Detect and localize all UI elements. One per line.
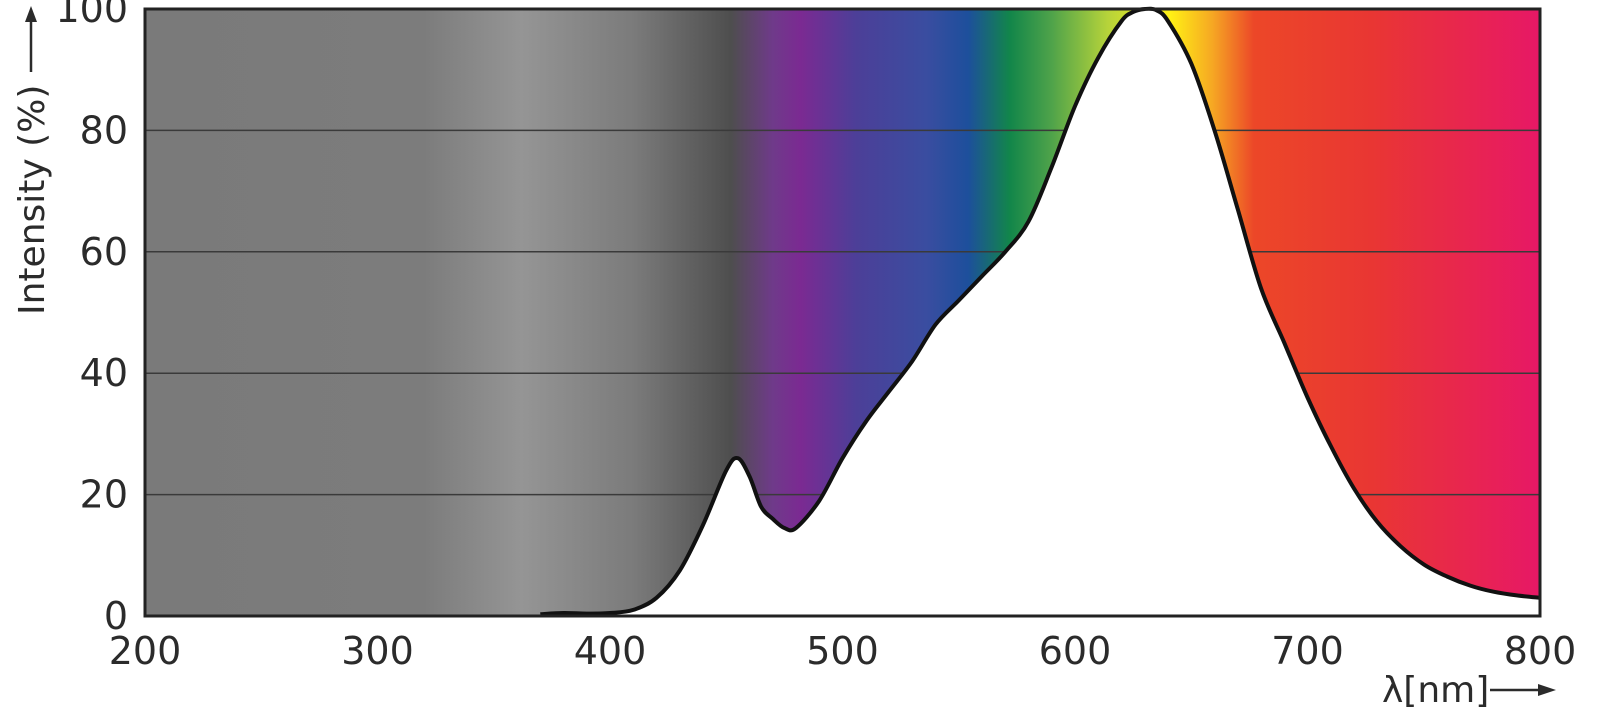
x-tick-label-500: 500 (806, 629, 879, 673)
y-tick-label-0: 0 (104, 594, 128, 638)
y-tick-label-20: 20 (80, 473, 128, 517)
x-axis-arrowhead-icon (1538, 684, 1556, 696)
y-tick-label-40: 40 (80, 351, 128, 395)
x-tick-label-400: 400 (574, 629, 647, 673)
y-tick-label-80: 80 (80, 108, 128, 152)
y-axis-arrowhead-icon (25, 6, 37, 22)
x-tick-label-300: 300 (341, 629, 414, 673)
y-axis-title: Intensity (%) (12, 85, 53, 315)
x-tick-label-600: 600 (1039, 629, 1112, 673)
spectrum-curve-fill (540, 8, 1540, 617)
spectrum-curve-line (540, 6, 1541, 617)
y-tick-label-100: 100 (55, 0, 128, 31)
x-axis-ticks: 200 300 400 500 600 700 800 (109, 629, 1577, 673)
x-tick-label-800: 800 (1504, 629, 1577, 673)
plot-frame (143, 7, 1542, 618)
x-axis-title: λ[nm] (1382, 670, 1489, 711)
x-tick-label-200: 200 (109, 629, 182, 673)
y-tick-label-60: 60 (80, 230, 128, 274)
x-tick-label-700: 700 (1271, 629, 1344, 673)
y-axis-ticks: 0 20 40 60 80 100 (55, 0, 128, 638)
